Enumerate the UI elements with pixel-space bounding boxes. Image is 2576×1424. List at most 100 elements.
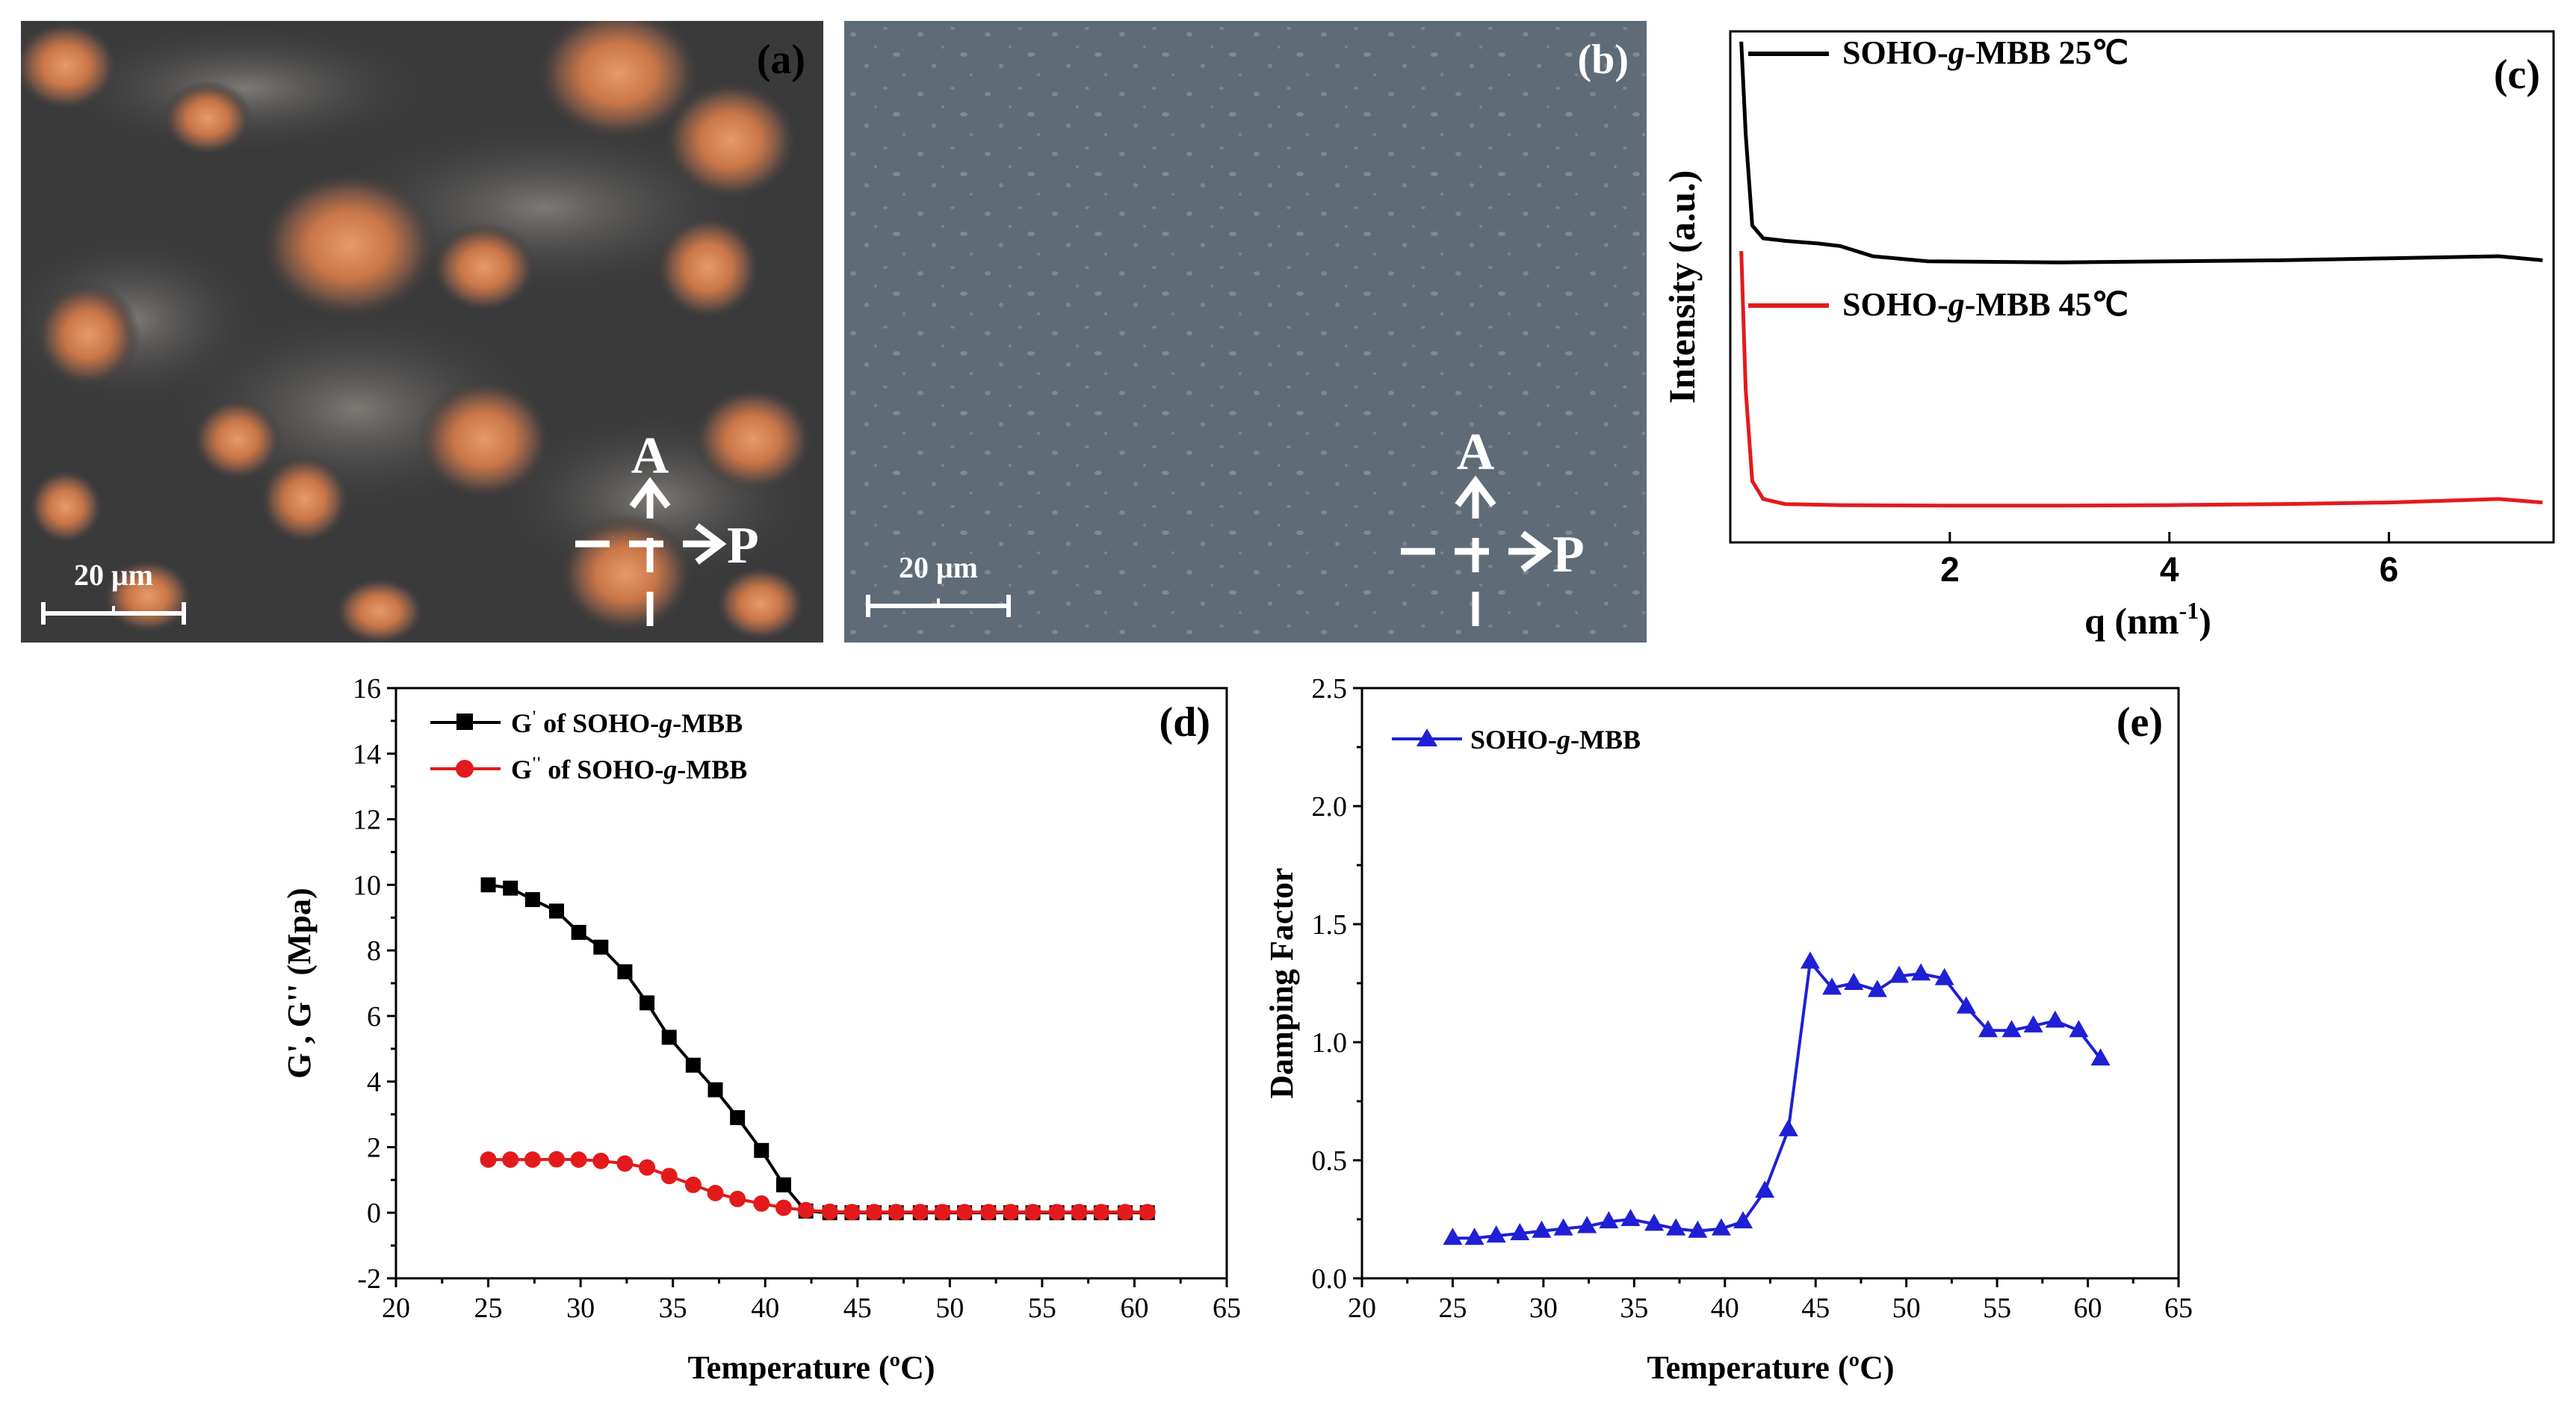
svg-text:SOHO-g-MBB: SOHO-g-MBB: [1470, 725, 1641, 755]
chart-e-series-1-point: [1911, 963, 1931, 981]
chart-d-legend-1: G' of SOHO-g-MBB: [430, 707, 743, 738]
chart-e-x-tick-label: 60: [2074, 1293, 2102, 1324]
chart-d-xlabel: Temperature (ºC): [687, 1349, 935, 1386]
chart-e-y-tick-label: 0.0: [1312, 1263, 1348, 1295]
chart-d-series-2-point: [639, 1159, 656, 1176]
chart-d-x-tick-label: 25: [474, 1293, 503, 1324]
chart-e-series-1-point: [1577, 1216, 1597, 1233]
analyzer-label-b: A: [1457, 424, 1495, 481]
micrograph-a-image: (a) 20 μm A P: [0, 6, 823, 645]
chart-d-y-tick-label: 12: [353, 805, 381, 836]
chart-e-series-1-point: [1956, 996, 1976, 1014]
chart-e-y-tick-label: 1.5: [1312, 909, 1348, 941]
chart-d-series-2-point: [911, 1204, 929, 1221]
chart-d-y-tick-label: 8: [367, 935, 381, 967]
svg-text:SOHO-g-MBB 25℃: SOHO-g-MBB 25℃: [1842, 34, 2128, 71]
chart-d-x-tick-label: 40: [751, 1293, 779, 1324]
chart-e-series-1-point: [2045, 1010, 2065, 1028]
chart-d-x-tick-label: 65: [1213, 1293, 1240, 1324]
chart-c-legend-2-text: SOHO-: [1842, 286, 1948, 323]
chart-e-series-1-point: [1934, 968, 1954, 985]
panel-a-micrograph: (a) 20 μm A P: [0, 6, 823, 645]
chart-d-series-2-point: [548, 1151, 565, 1168]
chart-e-series-1-point: [1822, 977, 1842, 995]
chart-d-series-2-point: [1139, 1204, 1156, 1221]
chart-d-legend-2-marker: [456, 760, 474, 778]
chart-e-series-1-point: [2001, 1020, 2022, 1038]
chart-d-series-2-point: [524, 1151, 541, 1168]
chart-d-series-2-point: [866, 1204, 883, 1221]
chart-d-plot-area: [480, 877, 1156, 1221]
chart-d-x-tick-label: 50: [935, 1293, 964, 1324]
chart-e-legend-1-marker: [1417, 728, 1437, 746]
chart-c-x-tick-label: 6: [2380, 550, 2399, 589]
chart-e-x-tick-label: 55: [1983, 1293, 2011, 1324]
chart-c-legend-1-text: SOHO-: [1842, 34, 1948, 71]
chart-e-series-1-point: [2069, 1020, 2089, 1038]
chart-d-series-2-point: [660, 1168, 678, 1185]
chart-e-ticks: 20 25 30 35 40 45 50 55 60 65 0.0 0.5 1.0 1.5 2.0 2.5: [1312, 673, 2193, 1324]
chart-d-legend-1-marker: [456, 713, 473, 730]
chart-d-y-tick-label: 6: [367, 1001, 381, 1033]
analyzer-label-a: A: [631, 427, 669, 485]
chart-d-y-tick-label: 2: [367, 1132, 381, 1163]
panel-c-chart: (c) SOHO-g-MBB 25℃ SOHO-g-MBB 45℃ 2 4 6 q …: [1659, 21, 2570, 656]
panel-d-chart: (d) G' of SOHO-g-MBB G'' of SOHO-g-MBB 2…: [276, 673, 1241, 1420]
chart-e-series-1-line: [1452, 958, 2102, 1240]
panel-a-label: (a): [757, 37, 805, 83]
svg-text:G' of SOHO-g-MBB: G' of SOHO-g-MBB: [511, 707, 743, 738]
chart-e-xlabel: Temperature (ºC): [1647, 1349, 1894, 1386]
polarizer-label-a: P: [727, 517, 759, 575]
chart-d-y-tick-label: -2: [357, 1263, 381, 1295]
chart-c-x-ticks: 2 4 6: [1940, 532, 2398, 589]
chart-d-y-tick-label: 4: [367, 1067, 381, 1098]
panel-b-label: (b): [1578, 37, 1629, 83]
chart-e-series-1-point: [1553, 1218, 1573, 1236]
chart-d-y-tick-label: 16: [353, 676, 381, 705]
chart-d-y-tick-label: 10: [353, 870, 381, 901]
chart-e-legend-1: SOHO-g-MBB: [1392, 725, 1641, 755]
chart-e-series-1-point: [1778, 1118, 1798, 1136]
chart-d-x-tick-label: 20: [382, 1293, 410, 1324]
scale-bar-b-label: 20 μm: [899, 551, 978, 584]
chart-e-x-tick-label: 65: [2164, 1293, 2193, 1324]
chart-d-series-2-point: [775, 1199, 792, 1216]
chart-e-series-1-point: [1978, 1020, 1998, 1038]
chart-d-series-1-point: [617, 964, 633, 979]
chart-e-x-tick-label: 30: [1529, 1293, 1558, 1324]
chart-d-series-2-point: [707, 1184, 724, 1201]
chart-d-y-tick-label: 0: [367, 1198, 381, 1229]
chart-e-series-1-point: [2090, 1048, 2111, 1066]
chart-e-series-1-point: [1599, 1211, 1619, 1229]
chart-e-series-1-point: [1644, 1213, 1665, 1231]
svg-text:G'' of SOHO-g-MBB: G'' of SOHO-g-MBB: [511, 753, 747, 784]
chart-e-series-1-point: [2023, 1015, 2043, 1033]
chart-e-series-1-point: [1510, 1222, 1530, 1240]
panel-d-label: (d): [1159, 699, 1210, 746]
chart-e-x-tick-label: 45: [1801, 1293, 1830, 1324]
chart-d-series-1-point: [661, 1030, 677, 1045]
chart-d-series-2-point: [797, 1201, 814, 1219]
chart-e-series-1-point: [1620, 1209, 1641, 1226]
chart-c-plot-area: [1739, 41, 2543, 508]
chart-d-series-2-point: [592, 1152, 610, 1169]
scale-bar-a-label: 20 μm: [74, 558, 153, 592]
chart-d-x-tick-label: 45: [843, 1293, 872, 1324]
chart-d-series-2-point: [729, 1190, 746, 1207]
panel-b-micrograph: (b) 20 μm A P: [844, 21, 1647, 643]
chart-d-series-2-point: [1092, 1204, 1109, 1221]
chart-d-series-2-line: [488, 1157, 1148, 1214]
chart-e-series-1-point: [1532, 1220, 1552, 1238]
polarizer-label-b: P: [1552, 526, 1585, 583]
chart-e-x-tick-label: 50: [1892, 1293, 1921, 1324]
chart-c-legend-1: SOHO-g-MBB 25℃: [1748, 34, 2128, 71]
chart-e-y-tick-label: 2.5: [1312, 676, 1348, 705]
chart-d-series-2-point: [1071, 1204, 1088, 1221]
chart-e-series-1-point: [1755, 1180, 1775, 1198]
chart-d-series-1-point: [754, 1142, 770, 1158]
chart-e-series-1-point: [1889, 965, 1909, 983]
chart-d-series-1-point: [524, 892, 540, 908]
polarizer-cross-b: A P: [1401, 424, 1585, 626]
chart-e-x-tick-label: 35: [1620, 1293, 1648, 1324]
chart-d-series-2-point: [934, 1204, 951, 1221]
